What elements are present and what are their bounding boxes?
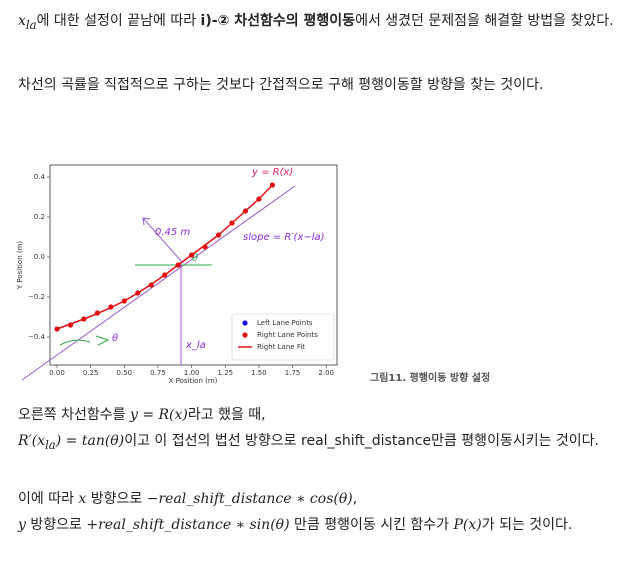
x-tick-label: 1.25: [217, 369, 233, 377]
annotations: y = R(x) 0.45 m slope = R′(x−la) θ θ x_l…: [21, 167, 325, 381]
point: [54, 326, 60, 332]
text: 차선의 곡률을 직접적으로 구하는 것보다 간접적으로 구해 평행이동할 방향을…: [18, 77, 544, 93]
point: [148, 282, 154, 288]
math: P(x): [453, 517, 482, 533]
text: 방향으로: [86, 491, 147, 507]
text: 이에 따라: [18, 491, 79, 507]
annotation: 0.45 m: [155, 227, 190, 238]
point: [162, 272, 168, 278]
point: [189, 252, 195, 258]
angle-arc: [59, 335, 110, 346]
text: 가 되는 것이다.: [481, 517, 573, 533]
figure: y = R(x) 0.45 m slope = R′(x−la) θ θ x_l…: [16, 164, 490, 385]
x-tick-label: 2.00: [318, 369, 334, 377]
paragraph: 차선의 곡률을 직접적으로 구하는 것보다 간접적으로 구해 평행이동할 방향을…: [18, 72, 614, 98]
legend-label: Right Lane Points: [257, 331, 318, 339]
math: la: [45, 437, 56, 452]
point: [175, 262, 181, 268]
math: x: [18, 13, 26, 29]
text: 에 대한 설정이 끝남에 따라: [36, 13, 201, 29]
legend-marker: [242, 332, 248, 338]
legend-box: [231, 313, 335, 361]
math: x: [78, 491, 87, 507]
point: [215, 232, 222, 238]
paragraph: 오른쪽 차선함수를 y = R(x)라고 했을 때, R′(xla) = tan(…: [18, 402, 614, 458]
bold-text: ⅰ)-② 차선함수의 평행이동: [200, 13, 356, 29]
math: −real_shift_distance ∗ cos(θ): [146, 491, 353, 507]
tangent-line: [21, 185, 296, 381]
paragraph: xla에 대한 설정이 끝남에 따라 ⅰ)-② 차선함수의 평행이동에서 생겼던…: [18, 8, 614, 38]
x-tick-label: 0.50: [117, 369, 133, 377]
math: R′(x: [18, 433, 46, 449]
point: [229, 220, 235, 226]
annotation: θ: [112, 333, 118, 344]
annotation: θ: [192, 253, 198, 264]
y-axis-label: Y Position (m): [16, 241, 24, 291]
y-tick-label: 0.0: [34, 253, 45, 261]
x-tick-label: 1.50: [251, 369, 267, 377]
y-tick-label: 0.4: [34, 173, 46, 181]
x-tick-label: 0.00: [49, 369, 65, 377]
text: 라고 했을 때,: [187, 407, 266, 423]
text: 만큼 평행이동 시킨 함수가: [289, 517, 454, 533]
legend-label: Left Lane Points: [257, 319, 313, 327]
point: [67, 322, 74, 328]
annotation: slope = R′(x−la): [243, 232, 325, 243]
math: y: [18, 517, 26, 533]
point: [121, 298, 127, 304]
point: [94, 310, 100, 316]
text: 오른쪽 차선함수를: [18, 407, 130, 423]
point: [242, 208, 249, 214]
text: 에서 생겼던 문제점을 해결할 방법을 찾았다.: [355, 13, 614, 29]
math: y = R(x): [129, 407, 188, 423]
math: ) = tan(θ): [55, 433, 125, 449]
annotation: x_la: [185, 340, 206, 351]
point: [81, 316, 87, 322]
point: [108, 304, 114, 310]
y-tick-label: −0.4: [28, 333, 46, 341]
x-tick-label: 0.75: [150, 369, 166, 377]
point: [269, 182, 275, 188]
point: [256, 196, 262, 202]
x-tick-label: 0.25: [83, 369, 99, 377]
text: ,: [352, 491, 358, 507]
y-tick-label: −0.2: [28, 293, 45, 301]
y-tick-label: 0.2: [34, 213, 45, 221]
normal-arrow: [142, 217, 183, 263]
legend-marker: [242, 320, 248, 326]
x-axis-label: X Position (m): [169, 377, 218, 385]
arrow-head: [142, 217, 151, 226]
text: 이고 이 접선의 법선 방향으로 real_shift_distance만큼 평…: [124, 433, 600, 449]
point: [202, 244, 208, 250]
x-tick-label: 1.00: [184, 369, 200, 377]
legend-label: Right Lane Fit: [257, 343, 305, 351]
figure-caption: 그림11. 평행이동 방향 설정: [370, 371, 490, 384]
x-tick-label: 1.75: [285, 369, 301, 377]
text: 방향으로: [25, 517, 87, 533]
math: +real_shift_distance ∗ sin(θ): [86, 517, 290, 533]
math: la: [25, 17, 37, 32]
point: [135, 290, 141, 296]
annotation: y = R(x): [251, 167, 293, 178]
paragraph: 이에 따라 x 방향으로 −real_shift_distance ∗ cos(…: [18, 486, 614, 538]
